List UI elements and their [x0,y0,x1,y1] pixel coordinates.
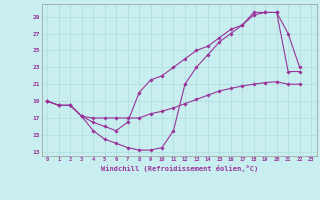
X-axis label: Windchill (Refroidissement éolien,°C): Windchill (Refroidissement éolien,°C) [100,165,258,172]
